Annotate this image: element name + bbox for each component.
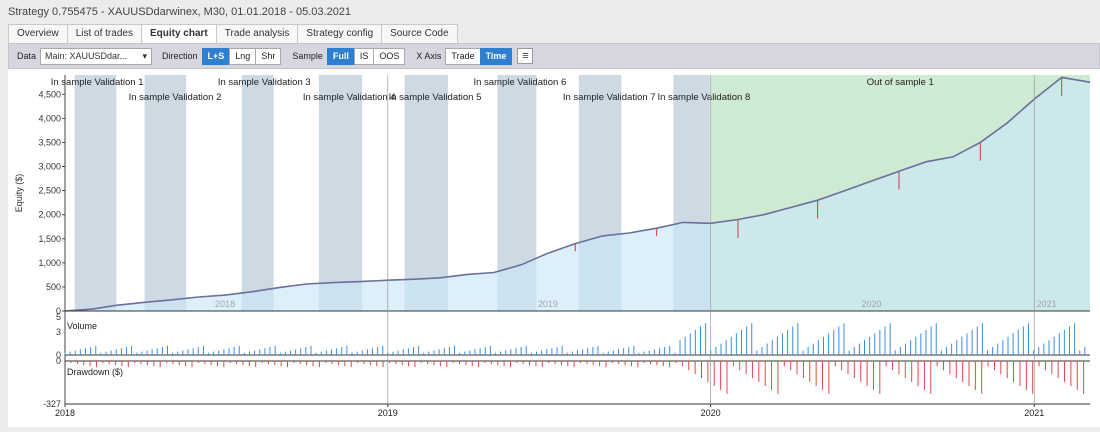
x-tick-label-bottom: 2019	[378, 408, 398, 418]
drawdown-label: Drawdown ($)	[67, 367, 123, 377]
tab-list-of-trades[interactable]: List of trades	[66, 24, 142, 43]
sample-oos-button[interactable]: OOS	[373, 47, 406, 65]
direction-long-button[interactable]: Lng	[229, 47, 257, 65]
direction-label: Direction	[162, 51, 198, 61]
volume-label: Volume	[67, 321, 97, 331]
oos-label: Out of sample 1	[867, 77, 934, 88]
tab-strategy-config[interactable]: Strategy config	[297, 24, 383, 43]
data-select[interactable]: Main: XAUUSDdar... ▾	[40, 47, 153, 65]
sample-label: Sample	[292, 51, 323, 61]
y-tick-label: 1,000	[38, 258, 61, 268]
y-tick-label: 0	[56, 306, 61, 316]
is-validation-band	[144, 75, 187, 311]
volume-y-tick: 3	[56, 327, 61, 337]
tab-equity-chart[interactable]: Equity chart	[140, 24, 217, 44]
y-tick-label: 3,000	[38, 162, 61, 172]
x-tick-label-inside: 2019	[538, 299, 558, 309]
xaxis-label: X Axis	[416, 51, 442, 61]
direction-short-button[interactable]: Shr	[255, 47, 282, 65]
is-validation-label: In sample Validation 3	[218, 77, 311, 88]
volume-y-tick: 5	[56, 312, 61, 322]
is-validation-label: In sample Validation 1	[51, 77, 144, 88]
is-validation-band	[404, 75, 448, 311]
y-tick-label: 4,500	[38, 89, 61, 99]
data-select-value: Main: XAUUSDdar...	[45, 51, 128, 61]
direction-long-short-button[interactable]: L+S	[201, 47, 231, 65]
y-tick-label: 1,500	[38, 234, 61, 244]
x-tick-label-bottom: 2021	[1024, 408, 1044, 418]
is-validation-label: In sample Validation 6	[473, 77, 566, 88]
y-tick-label: 2,000	[38, 210, 61, 220]
sample-full-button[interactable]: Full	[326, 47, 355, 65]
y-axis-title: Equity ($)	[14, 174, 24, 213]
x-tick-label-inside: 2018	[215, 299, 235, 309]
x-tick-label-bottom: 2018	[55, 408, 75, 418]
equity-area	[65, 77, 1090, 312]
is-validation-band	[74, 75, 117, 311]
drawdown-y-tick: 0	[56, 356, 61, 366]
is-validation-label: In sample Validation 5	[389, 92, 482, 103]
x-tick-label-inside: 2020	[862, 299, 882, 309]
tab-overview[interactable]: Overview	[8, 24, 68, 43]
tab-trade-analysis[interactable]: Trade analysis	[215, 24, 299, 43]
y-tick-label: 3,500	[38, 137, 61, 147]
equity-chart-svg: 05001,0001,5002,0002,5003,0003,5004,0004…	[14, 75, 1091, 418]
data-label: Data	[17, 51, 37, 61]
xaxis-time-button[interactable]: Time	[479, 47, 513, 65]
sample-is-button[interactable]: IS	[353, 47, 375, 65]
y-tick-label: 500	[46, 282, 61, 292]
chevron-down-icon: ▾	[142, 50, 148, 61]
tab-source-code[interactable]: Source Code	[381, 24, 458, 43]
chart-toolbar: Data Main: XAUUSDdar... ▾ Direction L+S …	[8, 43, 1100, 69]
window-title: Strategy 0.755475 - XAUUSDdarwinex, M30,…	[8, 6, 352, 18]
is-validation-label: In sample Validation 8	[657, 92, 750, 103]
tab-bar: Overview List of trades Equity chart Tra…	[8, 24, 458, 44]
x-tick-label-bottom: 2020	[701, 408, 721, 418]
y-tick-label: 4,000	[38, 113, 61, 123]
is-validation-label: In sample Validation 4	[303, 92, 396, 103]
is-validation-band	[318, 75, 363, 311]
y-tick-label: 2,500	[38, 186, 61, 196]
equity-chart-panel: 0 500 1,000 1,500 2,000 2,500 3,000 3,500 4,000 4…	[8, 69, 1100, 427]
equity-line	[64, 76, 1091, 312]
xaxis-trade-button[interactable]: Trade	[445, 47, 481, 65]
is-validation-band	[241, 75, 274, 311]
is-validation-label: In sample Validation 2	[129, 92, 222, 103]
hamburger-menu-icon[interactable]: ≡	[517, 48, 534, 64]
is-validation-label: In sample Validation 7	[563, 92, 656, 103]
drawdown-y-tick: -327	[43, 399, 61, 409]
volume-y-tick: 0	[56, 350, 61, 360]
x-tick-label-inside: 2021	[1037, 299, 1057, 309]
